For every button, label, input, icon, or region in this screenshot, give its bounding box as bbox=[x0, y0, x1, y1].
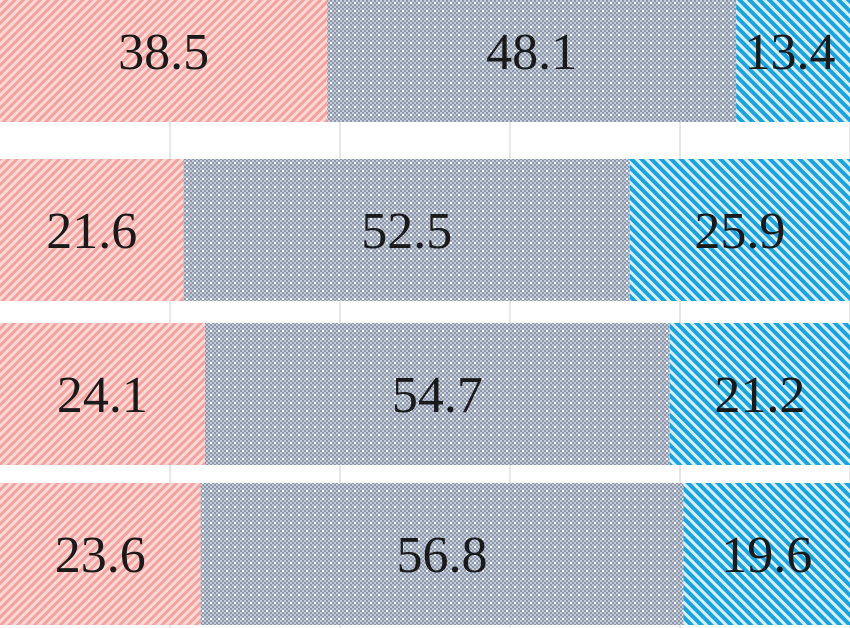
bar-segment-row4-series2 bbox=[200, 483, 684, 625]
bar-segment-row3-series3 bbox=[669, 323, 850, 465]
bar-segment-row3-series1 bbox=[0, 323, 205, 465]
bar-segment-row2-series2 bbox=[183, 159, 630, 301]
data-labels-group: 38.5 48.1 13.4 21.6 52.5 25.9 24.1 54.7 21.2 23.6… bbox=[46, 24, 835, 584]
data-label-row1-series3: 13.4 bbox=[745, 24, 836, 81]
data-label-row1-series2: 48.1 bbox=[486, 24, 577, 81]
data-label-row3-series1: 24.1 bbox=[57, 367, 148, 424]
data-label-row2-series3: 25.9 bbox=[694, 203, 785, 260]
bar-segment-row3-series2 bbox=[204, 323, 670, 465]
bar-segment-row4-series3 bbox=[683, 483, 850, 625]
bar-segment-row4-series1 bbox=[0, 483, 201, 625]
bar-segment-row2-series1 bbox=[0, 159, 184, 301]
data-label-row3-series2: 54.7 bbox=[392, 367, 483, 424]
bar-segment-row2-series3 bbox=[629, 159, 850, 301]
data-label-row4-series3: 19.6 bbox=[721, 527, 812, 584]
data-label-row2-series1: 21.6 bbox=[46, 203, 137, 260]
data-label-row4-series1: 23.6 bbox=[55, 527, 146, 584]
bar-segment-row1-series3 bbox=[736, 0, 850, 122]
data-label-row4-series2: 56.8 bbox=[397, 527, 488, 584]
data-label-row2-series2: 52.5 bbox=[361, 203, 452, 260]
data-label-row3-series3: 21.2 bbox=[714, 367, 805, 424]
data-label-row1-series1: 38.5 bbox=[118, 24, 209, 81]
bar-segment-row1-series2 bbox=[327, 0, 737, 122]
bar-segment-row1-series1 bbox=[0, 0, 328, 122]
